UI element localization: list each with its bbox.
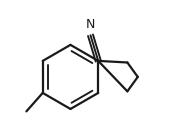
Text: N: N: [86, 18, 95, 31]
